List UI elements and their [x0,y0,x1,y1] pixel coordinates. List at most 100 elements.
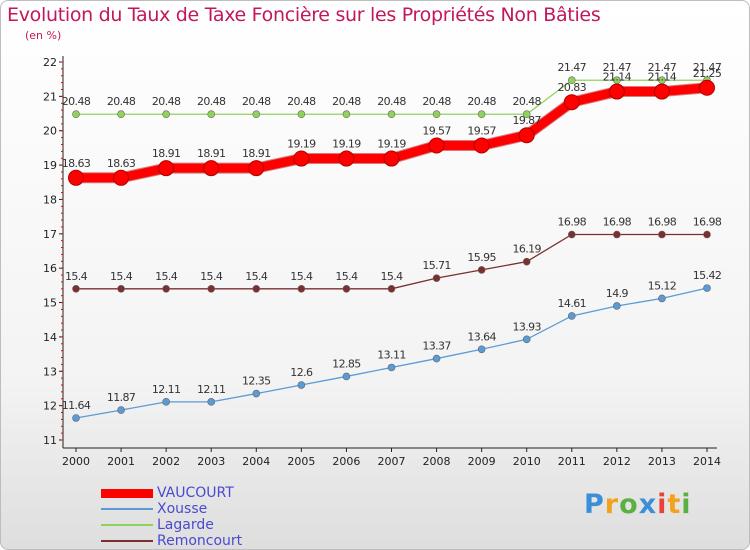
y-tick-label: 22 [43,56,57,69]
data-point-vaucourt [383,150,400,167]
data-point-lagarde [387,110,396,119]
data-point-xousse [252,389,261,398]
data-point-lagarde [207,110,216,119]
data-point-xousse [432,354,441,363]
data-point-remoncourt [703,230,711,239]
x-tick-label: 2008 [423,455,451,468]
x-tick-label: 2002 [152,455,180,468]
data-point-lagarde [117,110,125,119]
data-label-remoncourt: 15.4 [65,270,88,283]
data-label-vaucourt: 18.91 [152,147,181,160]
legend-swatch-xousse [101,508,153,510]
data-label-lagarde: 21.47 [648,61,677,74]
data-point-vaucourt [158,160,175,177]
legend-item-xousse: Xousse [101,501,242,517]
data-point-vaucourt [113,169,130,186]
data-label-vaucourt: 21.14 [648,71,677,84]
y-tick-label: 12 [43,400,57,413]
legend: VAUCOURT Xousse Lagarde Remoncourt [101,485,242,549]
data-point-remoncourt [477,266,486,274]
data-point-remoncourt [72,284,80,293]
data-label-vaucourt: 18.63 [62,157,91,170]
data-point-xousse [207,398,216,406]
data-point-vaucourt [428,137,445,154]
data-point-remoncourt [297,284,306,293]
data-label-lagarde: 21.47 [558,61,587,74]
data-label-remoncourt: 15.4 [110,270,133,283]
data-label-vaucourt: 19.19 [287,138,316,151]
data-label-xousse: 12.6 [290,366,313,379]
data-label-lagarde: 21.47 [693,61,722,74]
legend-item-vaucourt: VAUCOURT [101,485,242,501]
data-label-remoncourt: 15.4 [155,270,178,283]
x-tick-label: 2005 [287,455,315,468]
data-point-lagarde [72,110,80,119]
y-tick-label: 20 [43,125,57,138]
proxiti-logo[interactable]: Proxiti [584,489,692,520]
y-tick-label: 14 [43,331,57,344]
data-label-xousse: 13.93 [512,320,541,333]
data-point-xousse [477,345,486,354]
data-point-vaucourt [68,169,84,186]
data-label-vaucourt: 20.83 [558,81,587,94]
data-point-xousse [297,381,306,389]
data-label-lagarde: 20.48 [62,95,91,108]
data-point-xousse [342,372,351,381]
x-tick-label: 2007 [378,455,406,468]
data-label-remoncourt: 16.98 [558,216,587,229]
data-point-remoncourt [252,284,261,293]
y-tick-label: 21 [43,90,57,103]
data-point-remoncourt [613,230,621,239]
data-label-xousse: 11.87 [107,391,136,404]
data-point-remoncourt [432,274,441,282]
x-tick-label: 2003 [197,455,225,468]
x-tick-label: 2009 [468,455,496,468]
data-point-lagarde [567,76,576,85]
data-point-xousse [117,406,125,414]
data-point-vaucourt [518,127,535,144]
data-label-remoncourt: 16.19 [512,243,541,256]
y-tick-label: 19 [43,159,57,172]
y-tick-label: 18 [43,193,57,206]
data-point-remoncourt [658,230,666,239]
data-label-vaucourt: 19.57 [422,125,451,138]
data-point-xousse [162,398,170,406]
data-point-vaucourt [293,150,310,167]
data-point-xousse [658,294,666,303]
data-label-lagarde: 20.48 [332,95,361,108]
data-point-xousse [387,363,396,372]
data-label-remoncourt: 15.95 [467,251,496,264]
x-tick-label: 2000 [62,455,90,468]
data-label-remoncourt: 15.4 [380,270,403,283]
legend-item-remoncourt: Remoncourt [101,533,242,549]
data-label-remoncourt: 16.98 [648,216,677,229]
y-tick-label: 15 [43,297,57,310]
data-label-xousse: 14.9 [606,287,629,300]
data-point-lagarde [342,110,351,119]
data-point-xousse [72,414,80,422]
data-label-xousse: 12.11 [152,383,181,396]
data-label-vaucourt: 19.19 [332,138,361,151]
legend-label-vaucourt: VAUCOURT [157,485,234,501]
legend-label-remoncourt: Remoncourt [157,533,243,549]
data-label-xousse: 12.85 [332,357,361,370]
x-tick-label: 2010 [513,455,541,468]
data-label-remoncourt: 15.4 [245,270,268,283]
data-point-remoncourt [162,284,170,293]
data-label-xousse: 14.61 [558,297,587,310]
data-point-lagarde [522,110,531,119]
data-label-lagarde: 20.48 [107,95,136,108]
data-point-remoncourt [117,284,125,293]
data-label-vaucourt: 21.25 [693,67,722,80]
data-point-vaucourt [563,94,580,111]
data-label-vaucourt: 18.91 [197,147,226,160]
legend-swatch-vaucourt [101,488,153,498]
legend-item-lagarde: Lagarde [101,517,242,533]
data-point-remoncourt [567,230,576,239]
x-tick-label: 2011 [558,455,586,468]
data-label-lagarde: 20.48 [422,95,451,108]
data-point-xousse [613,302,621,310]
data-label-xousse: 12.35 [242,375,271,388]
data-point-lagarde [252,110,261,119]
